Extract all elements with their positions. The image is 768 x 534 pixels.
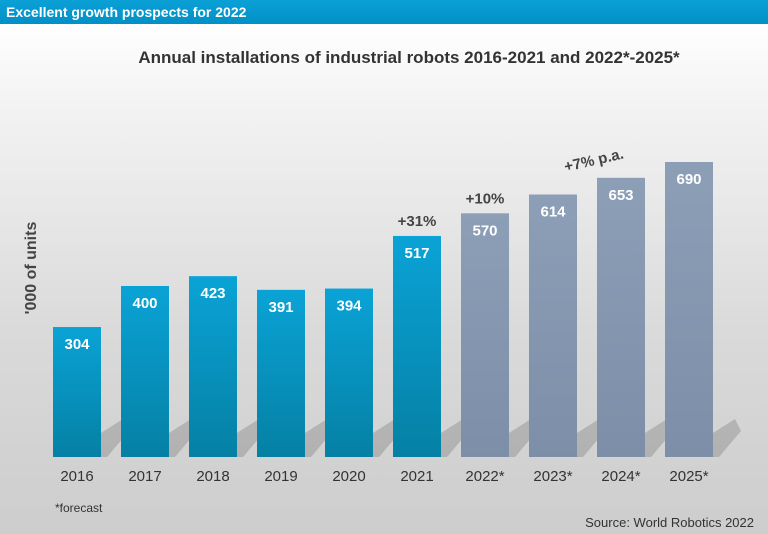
x-tick-label: 2025* [669,468,708,485]
x-tick-label: 2019 [264,468,297,485]
bar-2016 [53,327,101,457]
data-label: 570 [472,222,497,239]
footnote: *forecast [55,501,103,515]
x-tick-label: 2020 [332,468,365,485]
bar-2017 [121,285,169,457]
growth-2022-label: +10% [466,190,505,207]
header-banner: Excellent growth prospects for 2022 [0,0,768,24]
x-tick-label: 2024* [601,468,640,485]
data-label: 304 [64,336,90,353]
bar-2022-forecast [461,213,509,457]
x-tick-label: 2021 [400,468,433,485]
data-label: 391 [268,299,293,316]
x-tick-label: 2023* [533,468,572,485]
chart-title: Annual installations of industrial robot… [138,48,680,67]
bar-2019 [257,289,305,457]
bar-2021 [393,235,441,457]
x-tick-label: 2022* [465,468,504,485]
banner-title: Excellent growth prospects for 2022 [6,4,247,20]
x-tick-label: 2016 [60,468,93,485]
data-label: 400 [132,295,157,312]
data-label: 653 [608,187,633,204]
source-note: Source: World Robotics 2022 [585,515,754,530]
data-label: 690 [676,171,701,188]
x-tick-label: 2017 [128,468,161,485]
bar-2023-forecast [529,194,577,458]
growth-forecast-label: +7% p.a. [563,146,626,176]
data-label: 517 [404,245,429,262]
data-label: 614 [540,203,566,220]
bar-2020 [325,288,373,457]
bar-2018 [189,276,237,457]
data-label: 423 [200,285,225,302]
x-tick-label: 2018 [196,468,229,485]
bar-2024-forecast [597,177,645,457]
growth-2021-label: +31% [398,213,437,230]
bar-2025-forecast [665,162,713,457]
data-label: 394 [336,298,362,315]
